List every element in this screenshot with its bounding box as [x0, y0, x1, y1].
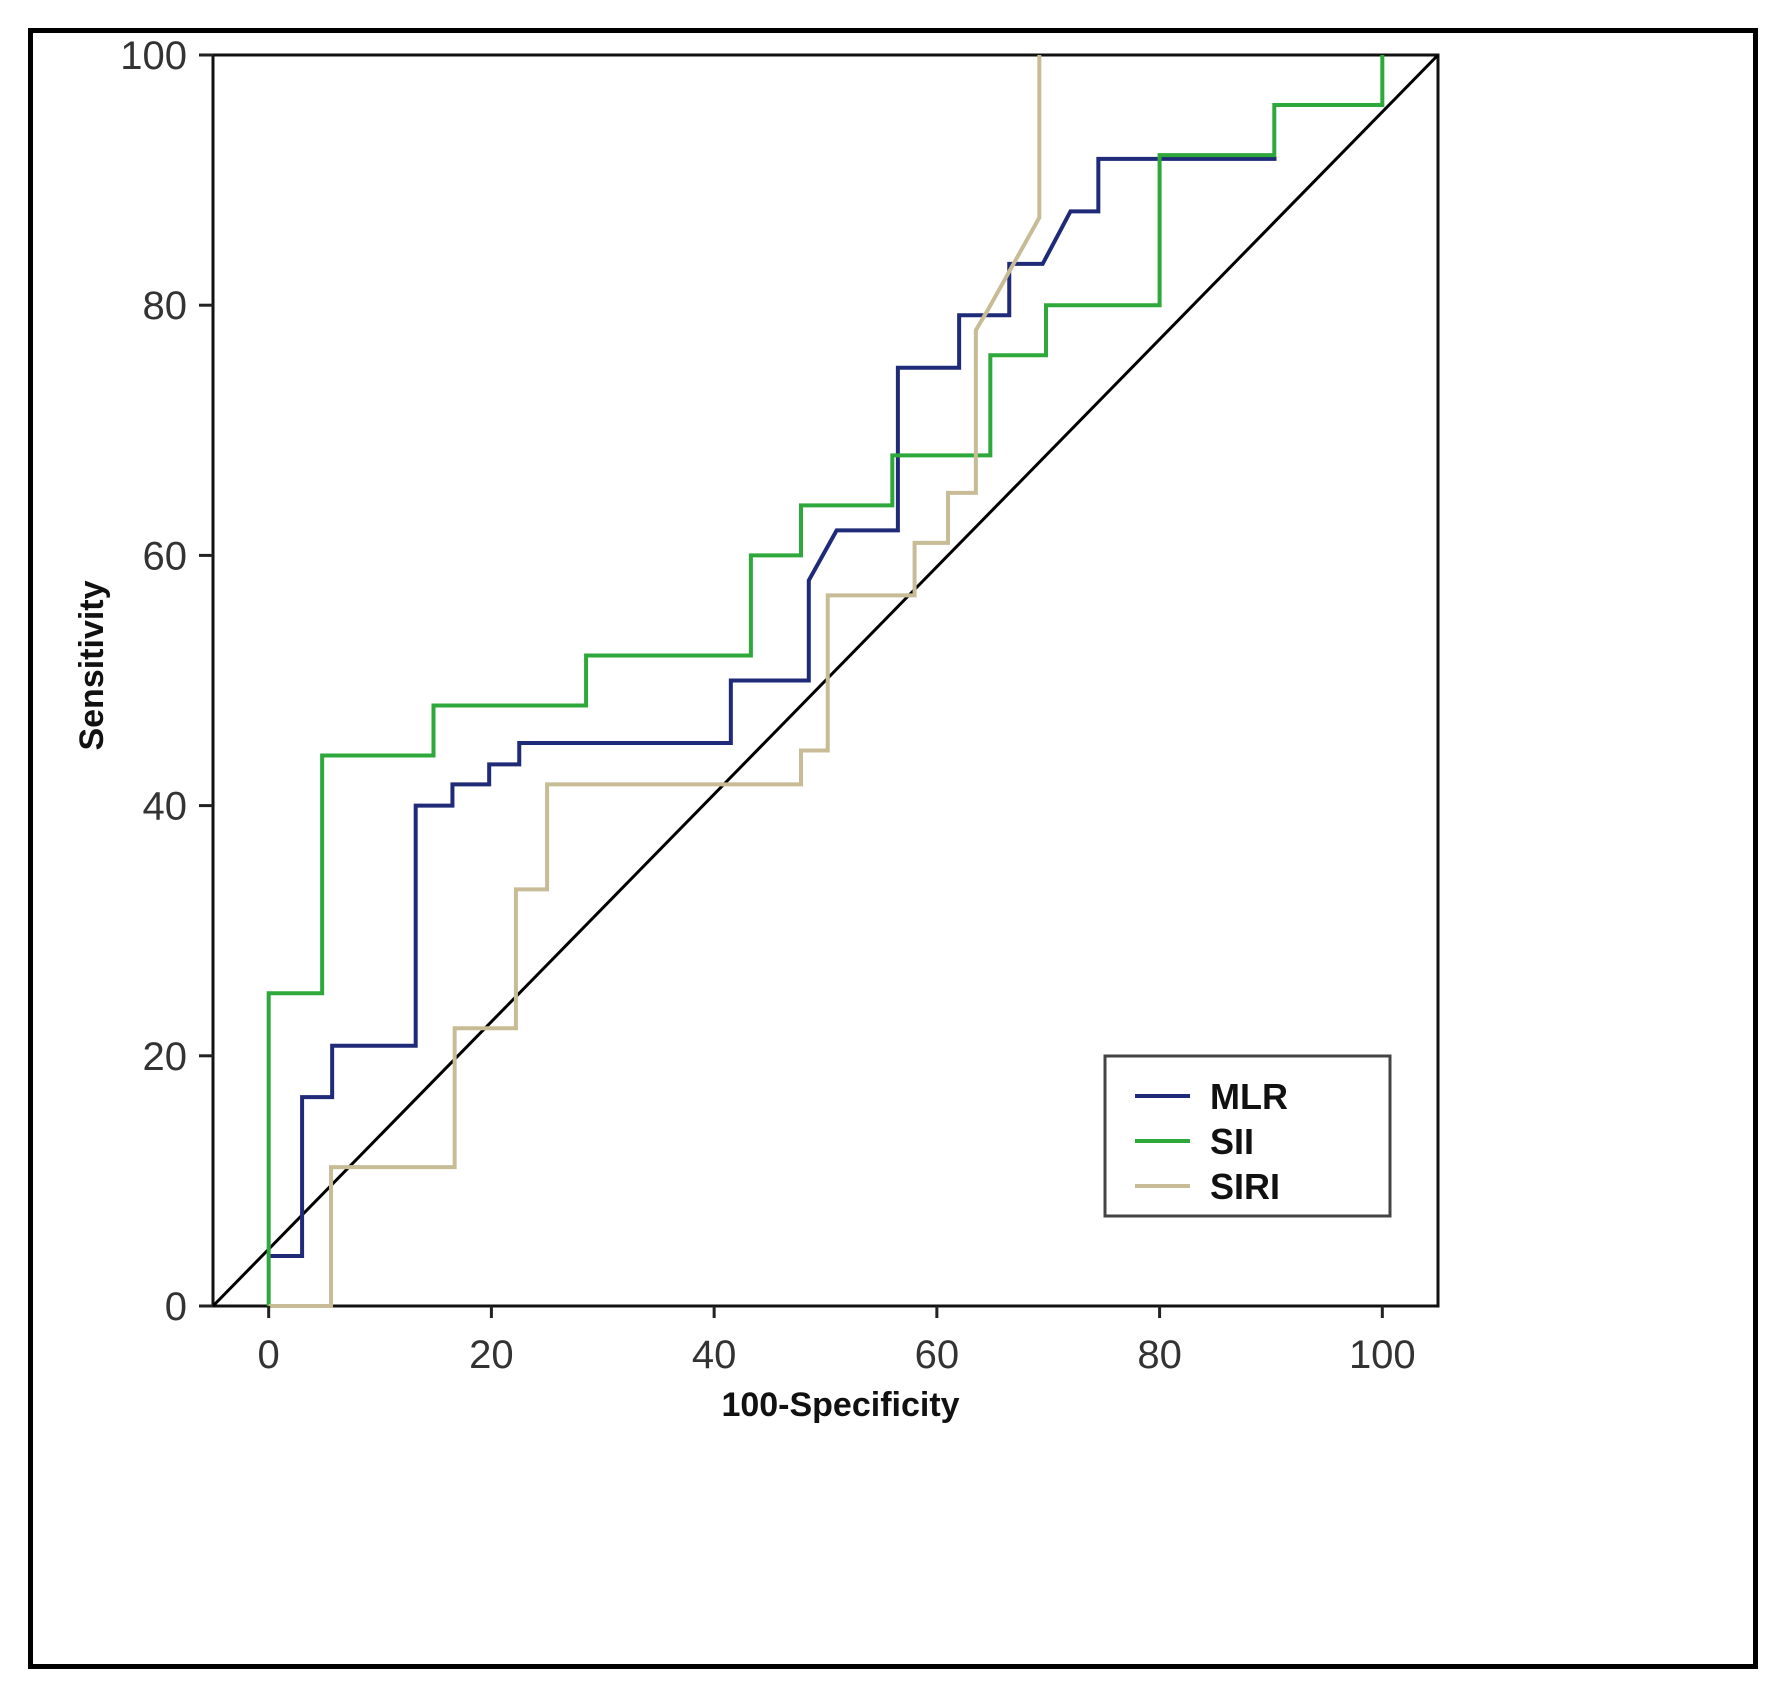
- series-line-mlr: [268, 156, 1277, 1258]
- roc-chart: 0 20 40 60 80 100 0 20 40 60 80 100 100-Specificit…: [73, 34, 1440, 1424]
- y-tick-label: 80: [143, 284, 188, 328]
- reference-diagonal-line: [211, 53, 1440, 1308]
- x-tick-label: 20: [469, 1333, 513, 1377]
- series-line-sii: [266, 55, 1385, 1306]
- y-tick-label: 100: [120, 34, 187, 78]
- x-tick-label: 80: [1137, 1333, 1182, 1377]
- legend-label-sii: SII: [1210, 1121, 1254, 1162]
- series-line-siri: [268, 55, 1042, 1308]
- x-axis-title: 100-Specificity: [721, 1386, 959, 1424]
- y-tick-label: 40: [143, 785, 188, 829]
- x-tick-label: 100: [1349, 1333, 1416, 1377]
- y-tick-label: 20: [143, 1035, 188, 1079]
- x-tick-label: 0: [258, 1333, 280, 1377]
- y-tick-label: 60: [143, 534, 188, 578]
- legend-label-siri: SIRI: [1210, 1166, 1280, 1207]
- y-axis: 0 20 40 60 80 100: [120, 34, 213, 1329]
- legend-box: [1103, 1054, 1392, 1218]
- x-axis: 0 20 40 60 80 100: [258, 1306, 1416, 1377]
- x-tick-label: 60: [915, 1333, 960, 1377]
- legend-label-mlr: MLR: [1210, 1076, 1288, 1117]
- legend: MLR SII SIRI: [1103, 1054, 1392, 1218]
- x-tick-label: 40: [692, 1333, 737, 1377]
- figure-frame: 0 20 40 60 80 100 0 20 40 60 80 100 100-Specificit…: [28, 28, 1758, 1669]
- y-axis-title: Sensitivity: [73, 580, 111, 750]
- y-tick-label: 0: [165, 1285, 187, 1329]
- series-group: [266, 55, 1385, 1308]
